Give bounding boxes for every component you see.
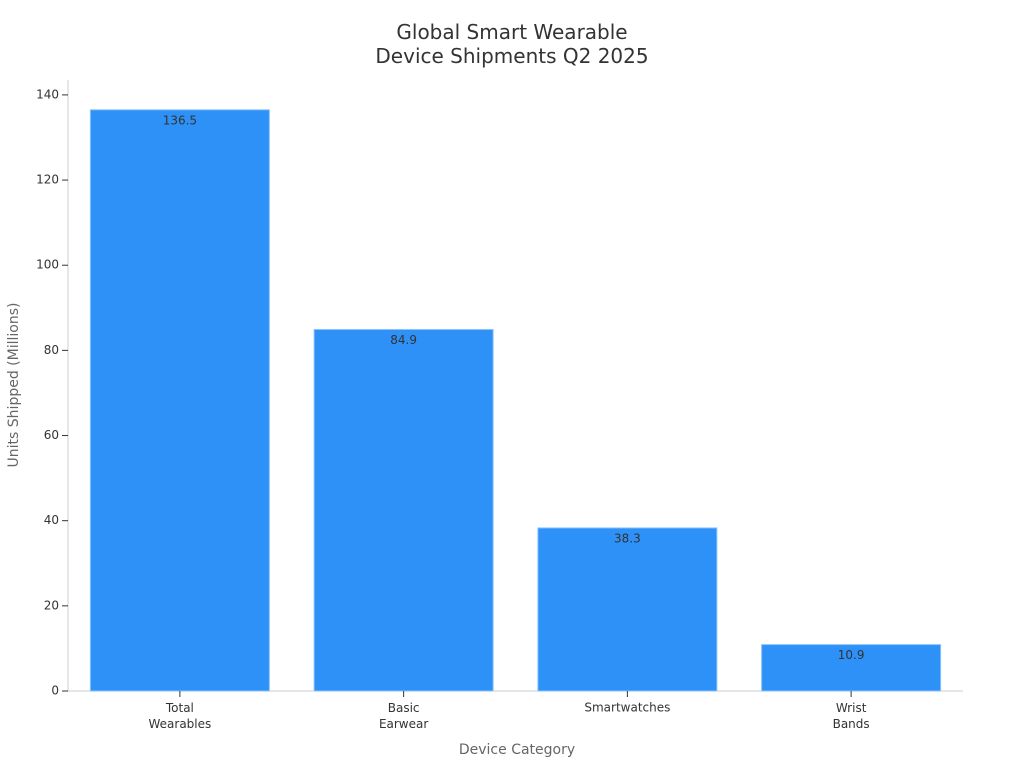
y-tick-label: 0 [51,684,59,698]
y-tick-label: 20 [44,598,59,612]
y-tick-label: 60 [44,428,59,442]
bar [761,644,942,692]
y-tick-label: 100 [36,258,59,272]
value-label: 38.3 [614,531,641,545]
x-tick-label: Smartwatches [584,701,670,715]
bar [313,329,494,692]
value-label: 10.9 [838,648,865,662]
chart-title: Global Smart Wearable Device Shipments Q2… [375,20,648,68]
x-tick-label: Wrist Bands [833,701,870,731]
y-tick-label: 140 [36,87,59,101]
value-label: 84.9 [390,333,417,347]
y-tick-label: 40 [44,513,59,527]
x-axis-title: Device Category [459,742,575,758]
bar [89,109,270,692]
value-label: 136.5 [163,113,197,127]
x-tick-label: Basic Earwear [379,701,428,731]
y-axis-title: Units Shipped (Millions) [6,303,22,468]
y-tick-label: 120 [36,173,59,187]
bar [537,527,718,692]
y-tick-label: 80 [44,343,59,357]
x-tick-label: Total Wearables [148,701,211,731]
